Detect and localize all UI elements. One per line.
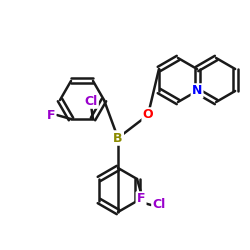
Text: O: O xyxy=(143,108,153,122)
Text: B: B xyxy=(113,132,123,144)
Text: N: N xyxy=(192,84,202,98)
Text: Cl: Cl xyxy=(152,198,166,211)
Text: Cl: Cl xyxy=(84,94,98,108)
Text: F: F xyxy=(47,108,55,122)
Text: F: F xyxy=(137,192,145,205)
